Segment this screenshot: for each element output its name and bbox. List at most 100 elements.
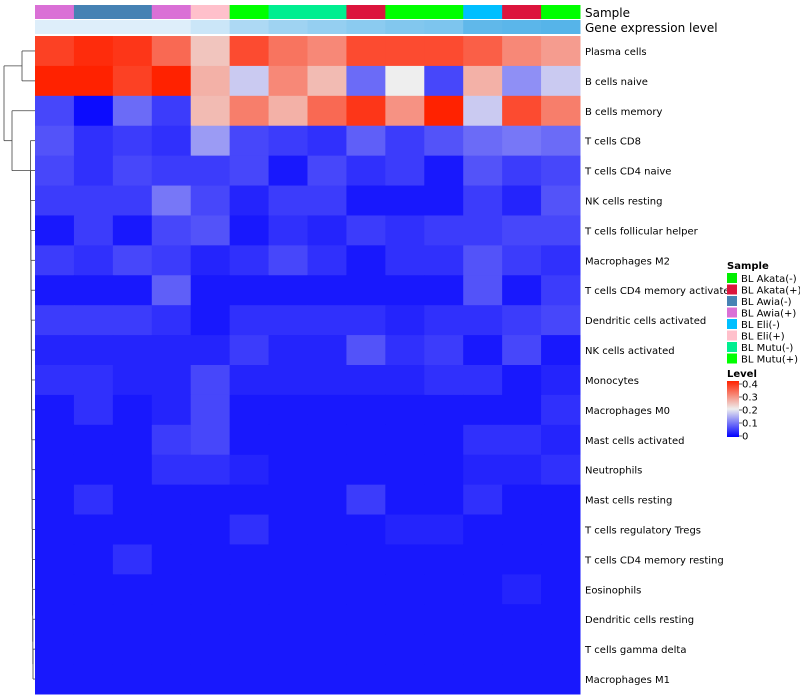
heatmap-cell [502, 484, 542, 516]
heatmap-cell [229, 275, 270, 306]
heatmap-cell [35, 454, 75, 486]
legend-label: BL Akata(+) [741, 286, 800, 297]
sample-annotation-cell [35, 5, 75, 19]
gene-expression-annotation-cell [73, 20, 114, 34]
row-label: Neutrophils [585, 466, 642, 477]
heatmap-cell [73, 574, 114, 605]
heatmap-cell [229, 514, 270, 545]
heatmap-cell [268, 215, 308, 246]
heatmap-cell [151, 125, 192, 157]
heatmap-cell [346, 335, 386, 366]
heatmap-cell [463, 125, 503, 157]
heatmap-cell [268, 454, 308, 486]
heatmap-cell [268, 484, 308, 516]
heatmap-cell [307, 155, 347, 187]
heatmap-cell [346, 95, 386, 127]
heatmap-cell [385, 664, 425, 695]
heatmap-cell [229, 335, 270, 366]
gene-expression-annotation-cell [424, 20, 464, 34]
gene-expression-annotation-cell [385, 20, 425, 34]
heatmap-cell [112, 514, 153, 545]
heatmap-cell [346, 365, 386, 396]
row-label: T cells gamma delta [584, 645, 686, 656]
heatmap-cell [112, 484, 153, 516]
heatmap-cell [502, 125, 542, 157]
heatmap-cell [268, 365, 308, 396]
legend-label: BL Awia(+) [741, 309, 796, 320]
heatmap-cell [346, 215, 386, 246]
heatmap-cell [307, 185, 347, 216]
heatmap-cell [541, 454, 581, 486]
heatmap-cell [463, 484, 503, 516]
heatmap-cell [73, 65, 114, 97]
row-label: T cells CD8 [584, 137, 641, 148]
heatmap-cell [502, 394, 542, 426]
heatmap-cell [229, 664, 270, 695]
gene-expression-annotation-cell [190, 20, 231, 34]
heatmap-cell [112, 634, 153, 665]
heatmap-cell [502, 604, 542, 635]
heatmap-cell [385, 514, 425, 545]
heatmap-cell [73, 125, 114, 157]
heatmap-cell [151, 155, 192, 187]
heatmap-cell [385, 634, 425, 665]
heatmap-cell [502, 634, 542, 665]
heatmap-cell [385, 155, 425, 187]
heatmap-cell [541, 215, 581, 246]
heatmap-cell [424, 215, 464, 246]
heatmap-cell [307, 215, 347, 246]
heatmap-cell [502, 215, 542, 246]
heatmap-cell [190, 544, 231, 575]
heatmap-cell [112, 155, 153, 187]
heatmap-cell [229, 634, 270, 665]
heatmap-cell [541, 574, 581, 605]
sample-annotation-cell [229, 5, 270, 19]
heatmap-cell [424, 335, 464, 366]
heatmap-cell [346, 36, 386, 67]
heatmap-cell [385, 215, 425, 246]
heatmap-cell [35, 275, 75, 306]
heatmap-cell [229, 604, 270, 635]
legend-swatch [727, 284, 737, 295]
level-legend-ticks: 0.4 0.3 0.2 0.1 0 [739, 380, 758, 443]
heatmap-cell [112, 335, 153, 366]
heatmap-cell [541, 424, 581, 456]
heatmap-cell [385, 365, 425, 396]
heatmap-cell [35, 185, 75, 216]
heatmap-cell [229, 544, 270, 575]
heatmap-cell [229, 245, 270, 276]
heatmap-cell [112, 604, 153, 635]
heatmap-cell [424, 95, 464, 127]
heatmap-cell [424, 65, 464, 97]
heatmap-cell [112, 245, 153, 276]
heatmap-cell [73, 95, 114, 127]
heatmap-cell [346, 634, 386, 665]
heatmap-cell [112, 275, 153, 306]
heatmap-cell [385, 305, 425, 336]
heatmap-cell [385, 245, 425, 276]
heatmap-cell [73, 484, 114, 516]
heatmap-cell [502, 454, 542, 486]
heatmap-cell [424, 454, 464, 486]
heatmap-cell [346, 125, 386, 157]
heatmap-cell [229, 454, 270, 486]
heatmap-cell [385, 335, 425, 366]
heatmap-cell [502, 95, 542, 127]
heatmap-cell [463, 664, 503, 695]
heatmap-cell [424, 365, 464, 396]
row-label: Mast cells resting [585, 496, 672, 507]
heatmap-cell [112, 125, 153, 157]
heatmap-cell [463, 514, 503, 545]
row-labels: Plasma cells B cells naive B cells memory T… [584, 47, 736, 686]
gene-expression-annotation-cell [35, 20, 75, 34]
heatmap-cell [424, 155, 464, 187]
heatmap-cell [541, 394, 581, 426]
heatmap-cell [502, 424, 542, 456]
heatmap-cell [35, 604, 75, 635]
heatmap-cell [307, 634, 347, 665]
heatmap-cell [268, 604, 308, 635]
heatmap-cell [35, 65, 75, 97]
heatmap-cell [385, 484, 425, 516]
heatmap-cell [190, 125, 231, 157]
heatmap-cell [502, 155, 542, 187]
